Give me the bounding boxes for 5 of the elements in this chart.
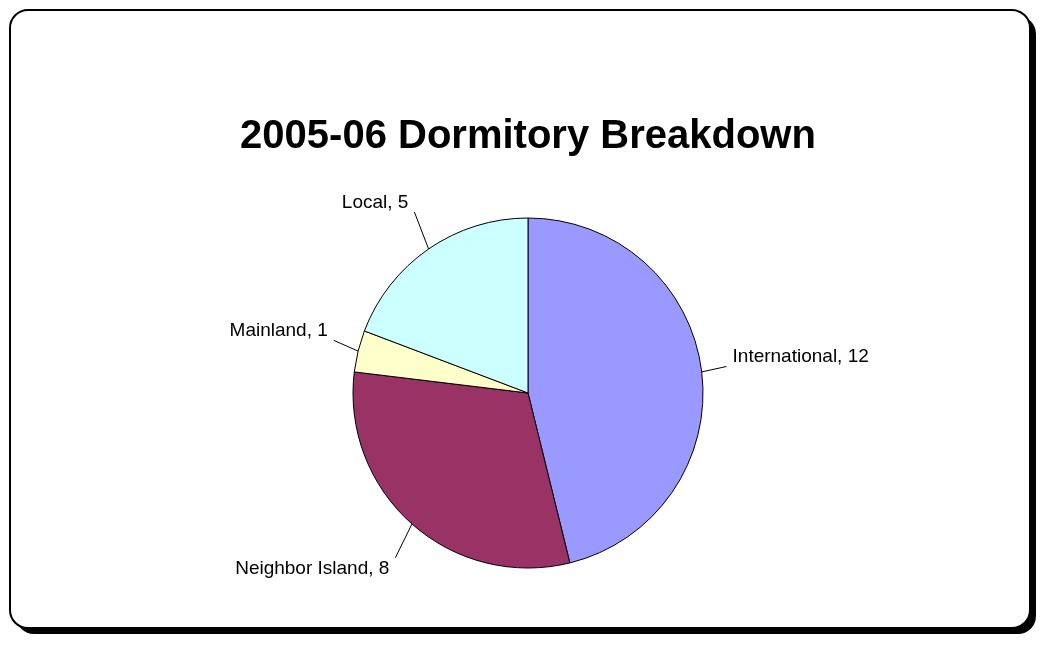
slice-label: Mainland, 1: [229, 319, 328, 341]
chart-title: 2005-06 Dormitory Breakdown: [240, 112, 816, 156]
slice-label: Neighbor Island, 8: [235, 556, 390, 578]
slice-label: International, 12: [732, 345, 869, 367]
slice-label: Local, 5: [341, 190, 409, 212]
